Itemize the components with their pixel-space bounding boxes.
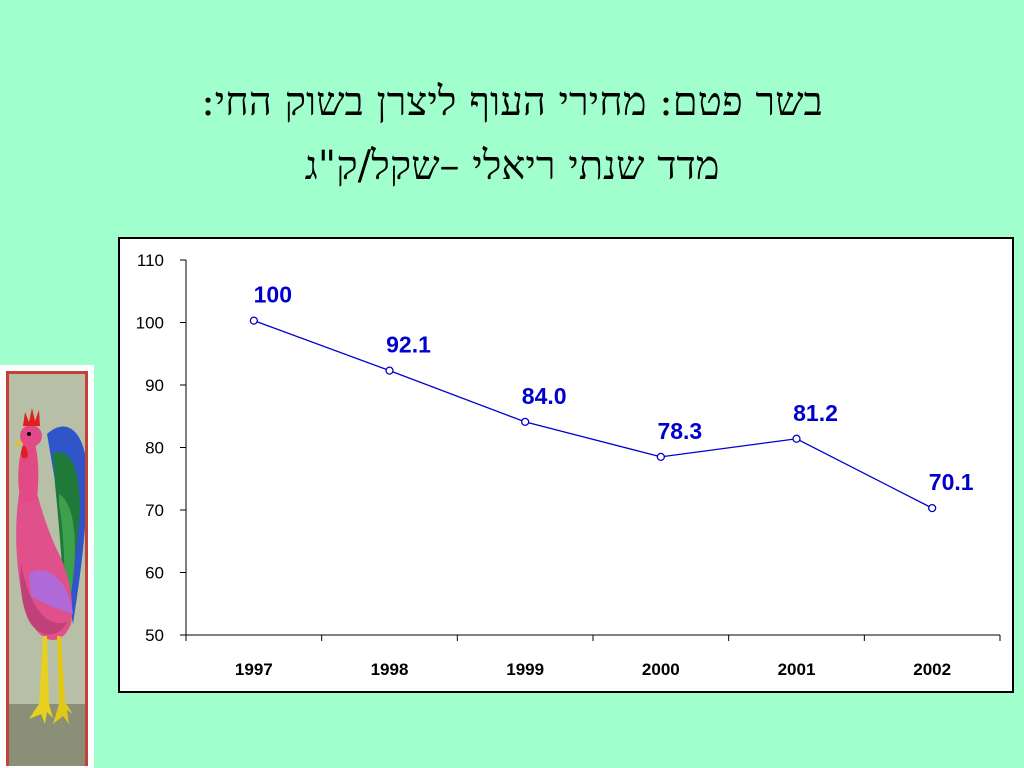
data-label: 81.2 (793, 400, 838, 426)
rooster-icon (9, 374, 85, 766)
y-tick-label: 60 (145, 564, 164, 583)
data-point (249, 316, 258, 325)
data-label: 92.1 (386, 332, 431, 358)
y-axis: 50 60 70 80 90 100 110 (136, 251, 187, 645)
data-label: 78.3 (657, 418, 702, 444)
y-tick-label: 80 (145, 439, 164, 458)
y-tick-label: 110 (137, 251, 164, 270)
data-point (385, 366, 394, 375)
rooster-picture-frame (6, 371, 88, 766)
data-label: 70.1 (929, 469, 974, 495)
data-labels: 100 92.1 84.0 78.3 81.2 70.1 (254, 282, 974, 496)
title-line-1: בשר פטם: מחירי העוף ליצרן בשוק החי: (201, 79, 823, 125)
x-tick-label: 1998 (371, 660, 409, 679)
y-tick-label: 50 (145, 626, 164, 645)
data-point (928, 503, 937, 513)
series-price-index (249, 316, 937, 513)
x-tick-label: 2001 (778, 660, 816, 679)
x-tick-label: 1999 (506, 660, 544, 679)
x-tick-label: 2000 (642, 660, 680, 679)
title-line-2: מדד שנתי ריאלי –שקל/ק"ג (304, 143, 720, 189)
slide-title: בשר פטם: מחירי העוף ליצרן בשוק החי: מדד … (0, 70, 1024, 198)
data-point (656, 452, 665, 462)
y-tick-label: 70 (145, 501, 164, 520)
chart-frame: 50 60 70 80 90 100 110 1997 1998 1999 2000 2001 200… (118, 237, 1014, 693)
x-tick-label: 1997 (235, 660, 273, 679)
data-label: 100 (254, 282, 292, 308)
series-line (253, 320, 933, 509)
data-label: 84.0 (522, 383, 567, 409)
data-point (792, 434, 801, 443)
x-tick-label: 2002 (913, 660, 951, 679)
y-tick-label: 90 (145, 376, 164, 395)
data-point (521, 417, 530, 427)
rooster-picture (0, 365, 94, 768)
line-chart: 50 60 70 80 90 100 110 1997 1998 1999 2000 2001 200… (136, 251, 1001, 679)
x-axis: 1997 1998 1999 2000 2001 2002 (185, 634, 1001, 679)
y-tick-label: 100 (136, 314, 164, 333)
